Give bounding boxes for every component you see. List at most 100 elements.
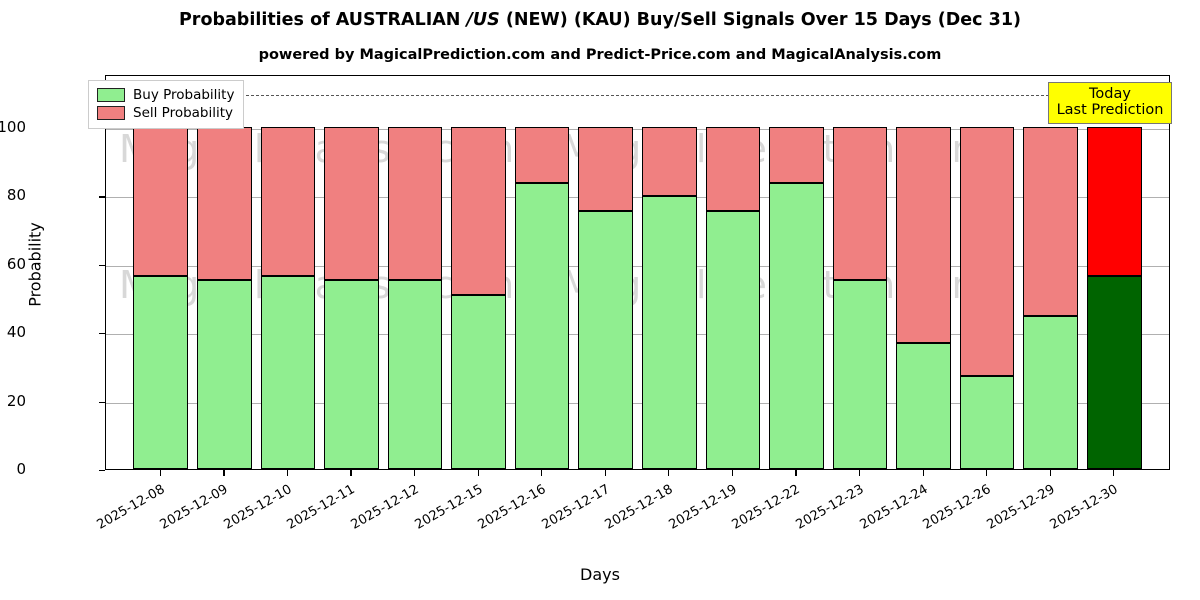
bar-segment-buy	[832, 279, 888, 469]
bar-segment-sell	[705, 127, 761, 212]
bar-segment-sell	[514, 127, 570, 184]
bar-segment-sell	[641, 127, 697, 197]
legend-label-sell: Sell Probability	[133, 105, 234, 121]
bar-2025-12-29[interactable]	[1023, 127, 1078, 469]
y-tick-label-40: 40	[6, 323, 26, 342]
bar-segment-sell	[1023, 127, 1078, 316]
x-tick-mark-2025-12-17	[604, 470, 606, 476]
y-tick-label-20: 20	[6, 391, 26, 410]
grid-line-60	[106, 265, 1169, 267]
bar-segment-buy	[514, 183, 570, 469]
bar-2025-12-22[interactable]	[769, 127, 824, 469]
bar-segment-buy	[260, 276, 316, 469]
legend-swatch-sell	[97, 106, 125, 120]
grid-line-80	[106, 197, 1169, 199]
bar-segment-sell	[133, 127, 189, 276]
bar-2025-12-16[interactable]	[514, 127, 570, 469]
x-tick-mark-2025-12-29	[1049, 470, 1051, 476]
grid-line-40	[106, 334, 1169, 336]
chart-title-prefix: Probabilities of AUSTRALIAN	[178, 10, 467, 30]
chart-legend: Buy Probability Sell Probability	[88, 80, 245, 129]
bar-segment-sell	[1086, 127, 1142, 276]
bar-segment-buy	[1023, 315, 1078, 469]
bar-2025-12-08[interactable]	[133, 127, 189, 469]
bar-segment-buy	[451, 294, 506, 469]
bar-segment-sell	[959, 127, 1015, 376]
y-axis-label: Probability	[25, 222, 45, 307]
bar-2025-12-19[interactable]	[705, 127, 761, 469]
bar-segment-sell	[832, 127, 888, 280]
plot-area: MagicalAnalysis.comMagicalPrediction.com…	[105, 75, 1170, 470]
bar-segment-sell	[896, 127, 951, 343]
bar-segment-buy	[197, 280, 252, 469]
bar-segment-buy	[959, 375, 1015, 469]
x-tick-mark-2025-12-16	[541, 470, 543, 476]
bar-segment-buy	[324, 279, 379, 469]
y-tick-label-0: 0	[16, 460, 26, 478]
today-annotation-line1: Today	[1089, 86, 1131, 102]
bar-2025-12-09[interactable]	[197, 127, 252, 469]
bar-segment-sell	[260, 127, 316, 277]
bar-segment-sell	[197, 127, 252, 281]
bar-2025-12-10[interactable]	[260, 127, 316, 469]
x-tick-mark-2025-12-26	[986, 470, 988, 476]
bar-segment-buy	[578, 211, 634, 469]
bar-segment-buy	[133, 275, 189, 469]
y-tick-mark-40	[99, 333, 105, 335]
bar-segment-buy	[387, 279, 443, 469]
x-tick-mark-2025-12-08	[159, 470, 161, 476]
x-tick-mark-2025-12-09	[223, 470, 225, 476]
x-tick-mark-2025-12-18	[668, 470, 670, 476]
x-tick-mark-2025-12-19	[731, 470, 734, 476]
x-tick-mark-2025-12-10	[286, 470, 289, 476]
chart-title: Probabilities of AUSTRALIAN /US (NEW) (K…	[0, 10, 1200, 30]
bar-2025-12-24[interactable]	[896, 127, 951, 469]
bar-segment-sell	[578, 127, 634, 212]
y-tick-label-60: 60	[6, 254, 26, 273]
legend-label-buy: Buy Probability	[133, 87, 235, 103]
today-marker-line	[106, 94, 1169, 96]
y-tick-mark-20	[99, 401, 105, 403]
bar-2025-12-18[interactable]	[641, 127, 697, 469]
bar-segment-sell	[451, 127, 506, 295]
legend-item-sell[interactable]: Sell Probability	[97, 104, 234, 122]
x-tick-mark-2025-12-15	[477, 470, 479, 476]
x-axis-label: Days	[580, 565, 620, 584]
bar-segment-buy	[896, 342, 951, 469]
x-tick-mark-2025-12-24	[922, 470, 924, 476]
chart-subtitle: powered by MagicalPrediction.com and Pre…	[258, 47, 942, 63]
bar-segment-sell	[324, 127, 379, 280]
bar-segment-sell	[769, 127, 824, 184]
grid-line-20	[106, 402, 1169, 404]
x-tick-mark-2025-12-22	[795, 470, 797, 476]
y-tick-mark-0	[99, 470, 105, 472]
bar-2025-12-23[interactable]	[832, 127, 888, 469]
x-tick-mark-2025-12-12	[414, 470, 416, 476]
bar-segment-sell	[387, 127, 443, 280]
bar-2025-12-26[interactable]	[959, 127, 1015, 469]
x-tick-mark-2025-12-23	[858, 470, 861, 476]
bar-2025-12-12[interactable]	[387, 127, 443, 469]
bar-segment-buy	[1086, 275, 1142, 469]
grid-line-100	[106, 129, 1169, 130]
bar-2025-12-30[interactable]	[1086, 127, 1142, 469]
bar-segment-buy	[641, 196, 697, 469]
bar-2025-12-15[interactable]	[451, 127, 506, 469]
today-annotation-line2: Last Prediction	[1056, 102, 1164, 119]
bar-segment-buy	[769, 183, 824, 469]
bar-2025-12-17[interactable]	[578, 127, 634, 469]
y-tick-mark-80	[99, 196, 105, 198]
chart-title-suffix: (NEW) (KAU) Buy/Sell Signals Over 15 Day…	[499, 10, 1021, 30]
legend-swatch-buy	[97, 88, 125, 102]
legend-item-buy[interactable]: Buy Probability	[97, 86, 234, 104]
bar-segment-buy	[705, 211, 761, 469]
x-tick-mark-2025-12-11	[350, 470, 352, 476]
y-tick-label-100: 100	[0, 118, 26, 136]
today-annotation: Today Last Prediction	[1048, 82, 1172, 125]
x-tick-mark-2025-12-30	[1113, 470, 1115, 476]
y-tick-label-80: 80	[6, 186, 26, 205]
bar-2025-12-11[interactable]	[324, 127, 379, 469]
chart-title-italic: /US	[466, 10, 500, 30]
y-tick-mark-60	[99, 264, 105, 266]
